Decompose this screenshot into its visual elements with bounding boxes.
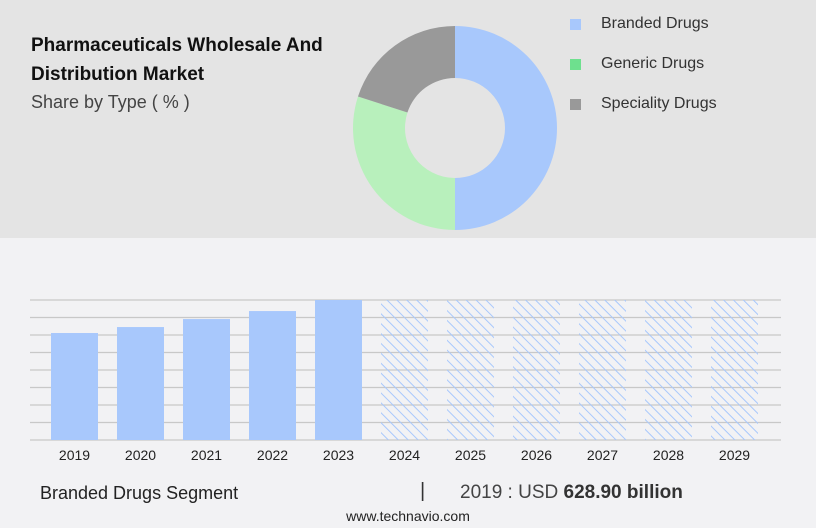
- separator: |: [420, 480, 426, 502]
- bar-2020: [117, 327, 164, 440]
- bar-forecast-2027: [579, 300, 626, 440]
- bar-2021: [183, 319, 230, 440]
- bar-forecast-2024: [381, 300, 428, 440]
- bar-forecast-2026: [513, 300, 560, 440]
- bar-2019: [51, 333, 98, 440]
- bar-forecast-2029: [711, 300, 758, 440]
- bar-forecast-2025: [447, 300, 494, 440]
- legend-swatch: [570, 18, 581, 30]
- x-tick-label: 2019: [59, 447, 90, 463]
- x-tick-label: 2027: [587, 447, 618, 463]
- bar-2023: [315, 300, 362, 440]
- bar-2022: [249, 311, 296, 440]
- chart-title: Pharmaceuticals Wholesale And Distributi…: [31, 35, 323, 85]
- donut-chart: [352, 26, 557, 230]
- x-tick-label: 2029: [719, 447, 750, 463]
- legend-swatch: [570, 58, 581, 70]
- source-link[interactable]: www.technavio.com: [346, 508, 470, 524]
- legend-item-speciality: Speciality Drugs: [570, 95, 717, 113]
- legend-item-branded: Branded Drugs: [570, 15, 709, 33]
- legend-label: Branded Drugs: [601, 15, 709, 32]
- value-amount: 628.90 billion: [563, 482, 683, 503]
- x-tick-label: 2022: [257, 447, 288, 463]
- donut-slice-branded-drugs: [455, 26, 557, 230]
- bar-chart: 2019 2020 2021 2022 2023 2024 2025 2026 2027 2028…: [30, 299, 781, 463]
- x-tick-label: 2028: [653, 447, 684, 463]
- legend-label: Speciality Drugs: [601, 95, 717, 112]
- segment-label: Branded Drugs Segment: [40, 483, 239, 503]
- donut-slice-speciality-drugs: [357, 26, 455, 113]
- legend-swatch: [570, 98, 581, 110]
- x-tick-label: 2024: [389, 447, 420, 463]
- legend-label: Generic Drugs: [601, 55, 705, 72]
- donut-slice-generic-drugs: [352, 96, 455, 230]
- x-tick-label: 2020: [125, 447, 156, 463]
- x-tick-label: 2026: [521, 447, 552, 463]
- segment-value: 2019 : USD 628.90 billion: [460, 482, 683, 504]
- x-tick-label: 2025: [455, 447, 486, 463]
- x-tick-label: 2023: [323, 447, 354, 463]
- bar-forecast-2028: [645, 300, 692, 440]
- chart-subtitle: Share by Type ( % ): [31, 92, 190, 112]
- legend-item-generic: Generic Drugs: [570, 55, 704, 73]
- value-prefix: 2019 : USD: [460, 482, 559, 503]
- x-tick-label: 2021: [191, 447, 222, 463]
